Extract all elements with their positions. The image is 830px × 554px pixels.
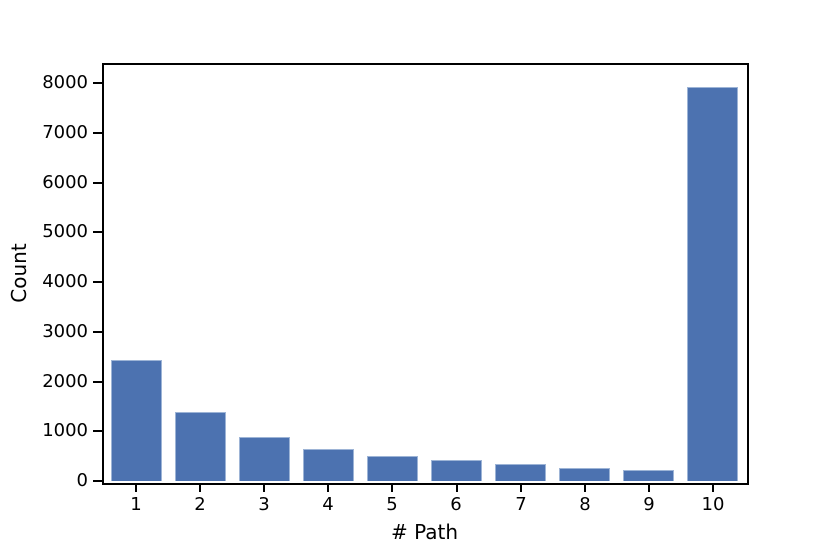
y-tick-mark-1000: [93, 430, 102, 432]
y-tick-label-4000: 4000: [42, 271, 88, 292]
x-tick-mark-10: [712, 483, 714, 492]
x-tick-label-5: 5: [386, 494, 398, 515]
y-tick-mark-0: [93, 480, 102, 482]
x-tick-label-1: 1: [130, 494, 142, 515]
x-tick-label-6: 6: [450, 494, 462, 515]
x-tick-mark-6: [456, 483, 458, 492]
x-tick-mark-9: [648, 483, 650, 492]
y-axis-label: Count: [7, 243, 31, 303]
y-tick-label-6000: 6000: [42, 172, 88, 193]
bar-3: [239, 437, 290, 481]
x-tick-mark-7: [520, 483, 522, 492]
bar-7: [495, 464, 546, 481]
bar-6: [431, 460, 482, 481]
bar-1: [111, 360, 162, 481]
y-tick-label-5000: 5000: [42, 221, 88, 242]
bar-5: [367, 456, 418, 481]
y-tick-label-3000: 3000: [42, 321, 88, 342]
bar-9: [623, 470, 674, 481]
x-tick-mark-1: [135, 483, 137, 492]
y-tick-mark-8000: [93, 82, 102, 84]
x-axis-label: # Path: [390, 520, 459, 544]
y-tick-mark-4000: [93, 281, 102, 283]
y-tick-mark-2000: [93, 381, 102, 383]
y-tick-mark-3000: [93, 331, 102, 333]
x-tick-label-8: 8: [579, 494, 591, 515]
x-tick-mark-5: [391, 483, 393, 492]
y-tick-label-0: 0: [76, 470, 88, 491]
x-tick-label-4: 4: [322, 494, 334, 515]
y-tick-mark-5000: [93, 231, 102, 233]
x-tick-mark-3: [263, 483, 265, 492]
y-tick-mark-6000: [93, 182, 102, 184]
y-tick-label-7000: 7000: [42, 122, 88, 143]
bar-10: [687, 87, 738, 481]
x-tick-label-9: 9: [643, 494, 655, 515]
y-tick-label-2000: 2000: [42, 371, 88, 392]
x-tick-mark-2: [199, 483, 201, 492]
bar-8: [559, 468, 610, 481]
bar-2: [175, 412, 226, 481]
y-tick-mark-7000: [93, 132, 102, 134]
x-tick-label-2: 2: [194, 494, 206, 515]
x-tick-mark-8: [584, 483, 586, 492]
x-tick-label-3: 3: [258, 494, 270, 515]
x-tick-label-7: 7: [515, 494, 527, 515]
y-tick-label-1000: 1000: [42, 420, 88, 441]
y-tick-label-8000: 8000: [42, 72, 88, 93]
x-tick-mark-4: [327, 483, 329, 492]
x-tick-label-10: 10: [701, 494, 725, 515]
bar-4: [303, 449, 354, 481]
